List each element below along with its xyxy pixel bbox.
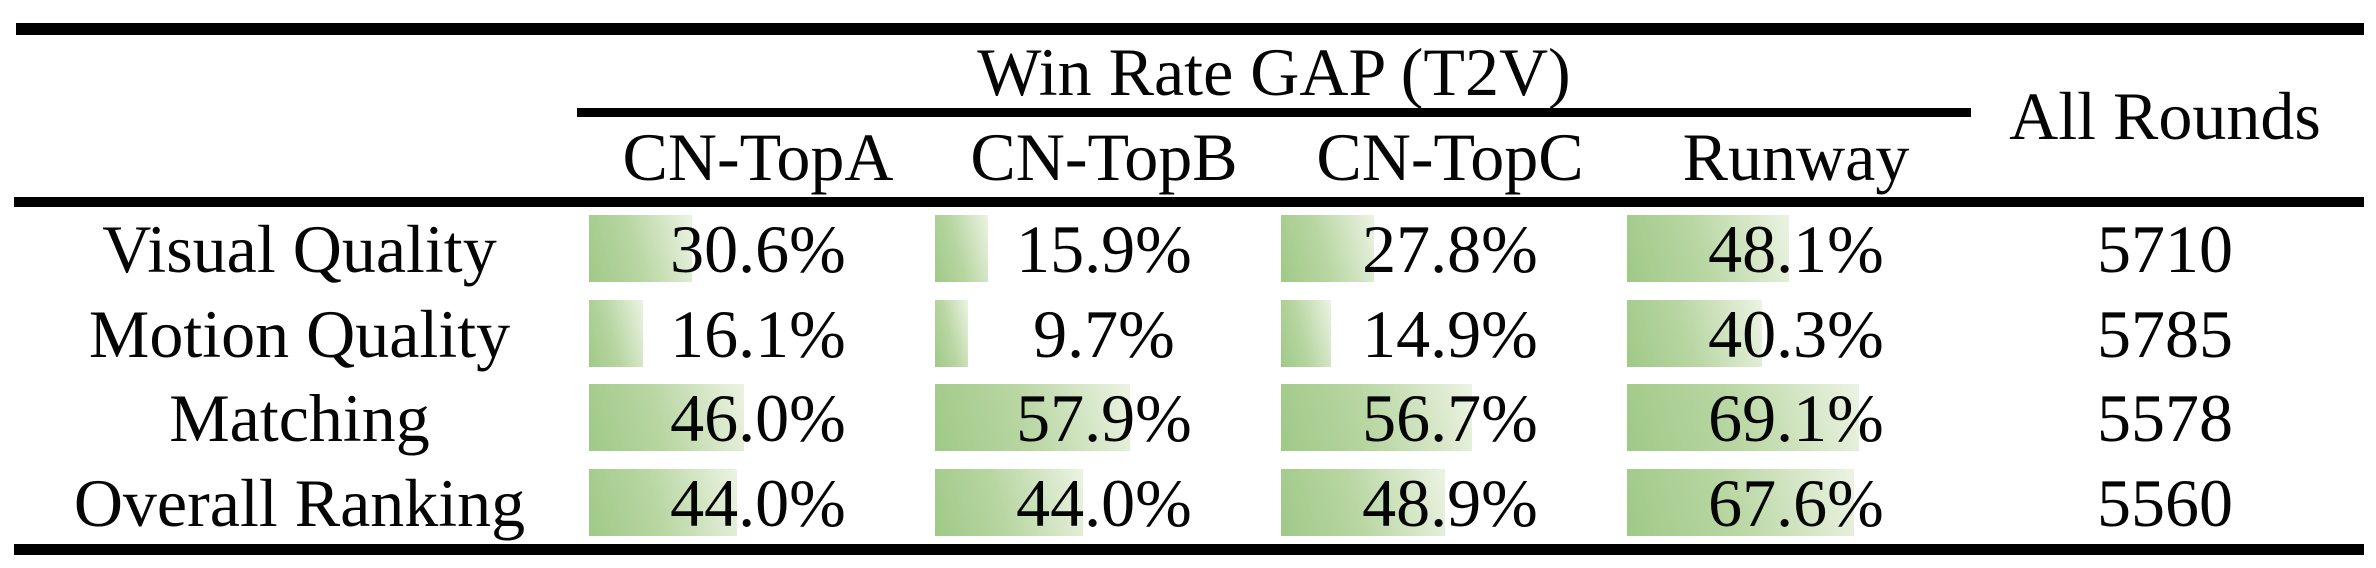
win-rate-cell: 56.7%: [1277, 376, 1623, 461]
row-label: Matching: [169, 380, 430, 457]
win-rate-cell: 57.9%: [931, 376, 1277, 461]
win-rate-cell: 48.9%: [1277, 461, 1623, 546]
win-rate-value: 40.3%: [1708, 295, 1884, 372]
group-header-title: Win Rate GAP (T2V): [577, 35, 1971, 108]
win-rate-cell: 15.9%: [931, 207, 1277, 292]
win-rate-bar: [1627, 299, 1762, 367]
all-rounds-value: 5785: [2097, 295, 2233, 372]
win-rate-cell: 30.6%: [585, 207, 931, 292]
win-rate-bar: [935, 299, 968, 367]
table-row: Matching 46.0% 57.9% 56.7% 69.1% 5578: [0, 376, 2376, 461]
column-header-cn-topb: CN-TopB: [970, 119, 1238, 195]
win-rate-value: 44.0%: [670, 464, 846, 541]
header-bottom-rule: [14, 197, 2364, 207]
win-rate-value: 16.1%: [670, 295, 846, 372]
row-label: Overall Ranking: [73, 464, 526, 541]
win-rate-value: 56.7%: [1362, 380, 1538, 457]
win-rate-bar: [1627, 384, 1859, 451]
win-rate-value: 14.9%: [1362, 295, 1538, 372]
win-rate-bar: [589, 468, 737, 536]
win-rate-value: 57.9%: [1016, 380, 1192, 457]
column-header-cn-topc: CN-TopC: [1316, 119, 1584, 195]
all-rounds-value: 5710: [2097, 211, 2233, 288]
table-body: Visual Quality 30.6% 15.9% 27.8% 48.1% 5…: [0, 207, 2376, 545]
table-top-rule: [16, 23, 2364, 35]
win-rate-bar: [589, 384, 744, 451]
group-header-underline-rule: [577, 108, 1971, 117]
win-rate-value: 48.9%: [1362, 464, 1538, 541]
win-rate-cell: 46.0%: [585, 376, 931, 461]
win-rate-bar: [589, 299, 643, 367]
win-rate-cell: 44.0%: [931, 461, 1277, 546]
table-bottom-rule: [14, 544, 2364, 555]
win-rate-cell: 67.6%: [1623, 461, 1969, 546]
win-rate-bar: [935, 468, 1083, 536]
column-header-runway: Runway: [1682, 119, 1910, 195]
win-rate-value: 69.1%: [1708, 380, 1884, 457]
win-rate-cell: 40.3%: [1623, 292, 1969, 377]
win-rate-cell: 27.8%: [1277, 207, 1623, 292]
sub-header-row: CN-TopA CN-TopB CN-TopC Runway: [585, 117, 1969, 197]
win-rate-bar: [935, 215, 988, 282]
win-rate-value: 67.6%: [1708, 464, 1884, 541]
win-rate-cell: 44.0%: [585, 461, 931, 546]
win-rate-value: 48.1%: [1708, 211, 1884, 288]
group-header-title-text: Win Rate GAP (T2V): [977, 33, 1571, 110]
all-rounds-value: 5560: [2097, 464, 2233, 541]
win-rate-bar: [589, 215, 692, 282]
win-rate-value: 44.0%: [1016, 464, 1192, 541]
row-label: Visual Quality: [102, 211, 497, 288]
table-row: Visual Quality 30.6% 15.9% 27.8% 48.1% 5…: [0, 207, 2376, 292]
win-rate-value: 46.0%: [670, 380, 846, 457]
win-rate-bar: [1281, 299, 1331, 367]
win-rate-cell: 69.1%: [1623, 376, 1969, 461]
table-row: Motion Quality 16.1% 9.7% 14.9% 40.3% 57…: [0, 292, 2376, 377]
column-header-all-rounds: All Rounds: [1969, 35, 2361, 197]
win-rate-cell: 16.1%: [585, 292, 931, 377]
win-rate-bar: [1281, 215, 1374, 282]
win-rate-value: 15.9%: [1016, 211, 1192, 288]
column-header-all-rounds-text: All Rounds: [2009, 78, 2321, 154]
win-rate-bar: [1281, 468, 1445, 536]
win-rate-cell: 48.1%: [1623, 207, 1969, 292]
column-header-cn-topa: CN-TopA: [622, 119, 894, 195]
all-rounds-value: 5578: [2097, 380, 2233, 457]
win-rate-value: 9.7%: [1033, 295, 1175, 372]
win-rate-bar: [935, 384, 1130, 451]
win-rate-bar: [1627, 468, 1854, 536]
win-rate-bar: [1627, 215, 1789, 282]
win-rate-bar: [1281, 384, 1472, 451]
win-rate-cell: 14.9%: [1277, 292, 1623, 377]
win-rate-value: 30.6%: [670, 211, 846, 288]
row-label: Motion Quality: [88, 295, 511, 372]
win-rate-cell: 9.7%: [931, 292, 1277, 377]
win-rate-value: 27.8%: [1362, 211, 1538, 288]
table-row: Overall Ranking 44.0% 44.0% 48.9% 67.6% …: [0, 461, 2376, 546]
